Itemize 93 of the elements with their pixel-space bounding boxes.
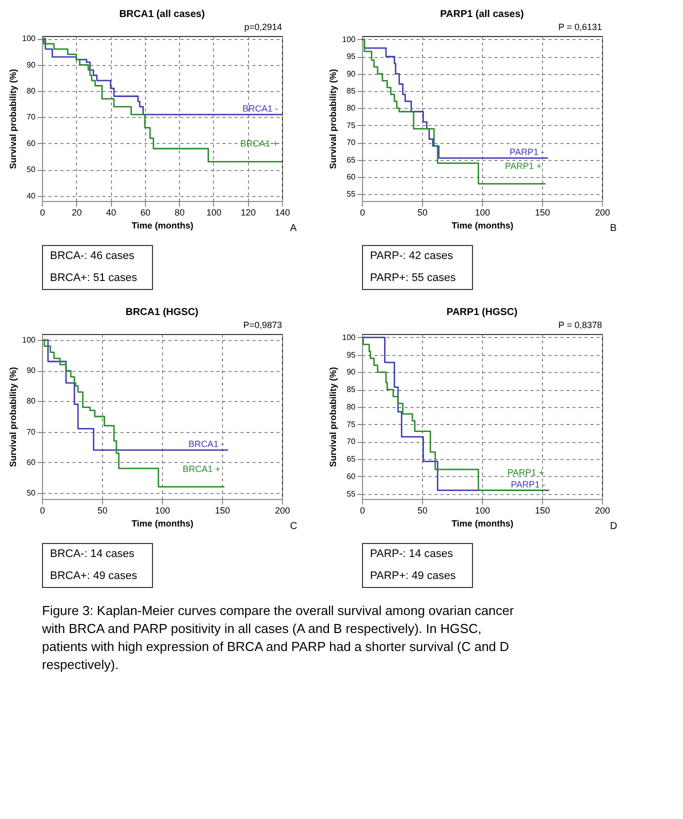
y-tick-label: 90 [26,60,36,70]
x-tick-label: 120 [240,208,256,218]
chart-title: BRCA1 (all cases) [119,9,205,20]
series-label: PARP1 + [507,467,544,478]
series-label: BRCA1 + [240,138,278,149]
y-tick-label: 100 [342,332,356,342]
x-tick-label: 50 [417,208,428,218]
y-tick-label: 90 [346,69,356,78]
x-axis-title: Time (months) [452,518,514,528]
y-tick-label: 95 [346,52,356,62]
text: BRCA-: 14 cases [50,548,135,560]
y-tick-label: 95 [346,350,356,360]
x-tick-label: 0 [360,208,366,218]
y-tick-label: 55 [346,190,356,199]
y-tick-label: 75 [346,420,356,429]
text: PARP+: 49 cases [370,570,456,582]
y-axis-title: Survival probability (%) [328,68,338,170]
x-tick-label: 100 [474,208,490,218]
y-tick-label: 80 [26,86,36,96]
y-tick-label: 70 [26,112,36,122]
text: P = 0,8378 [558,320,602,330]
y-tick-label: 50 [26,488,36,498]
text: p=0,2914 [244,22,282,32]
text: D [610,521,618,532]
x-tick-label: 200 [274,506,290,516]
x-tick-label: 0 [360,506,366,516]
x-tick-label: 150 [534,208,550,218]
text: BRCA+: 51 cases [50,272,138,284]
y-tick-label: 100 [22,34,36,44]
series-label: PARP1 + [504,160,542,171]
y-tick-label: 70 [346,138,356,148]
text: A [290,223,297,234]
y-tick-label: 60 [346,172,356,182]
chart-title: PARP1 (HGSC) [446,307,518,318]
x-tick-label: 140 [274,208,290,218]
x-tick-label: 200 [594,208,610,218]
series-label: PARP1 - [510,479,546,490]
y-tick-label: 60 [26,138,36,148]
y-tick-label: 90 [346,368,356,377]
y-tick-label: 100 [22,336,36,345]
y-tick-label: 70 [26,427,36,436]
series-label: BRCA1 - [242,104,278,114]
y-tick-label: 65 [346,454,356,464]
x-tick-label: 150 [534,506,550,516]
y-tick-label: 60 [346,472,356,481]
text: PARP-: 14 cases [370,548,454,560]
caption: Figure 3: Kaplan-Meier curves compare the overall survival among ovarian cancer with BRCA and PARP positivity in all cases (A and B respectively). In HGSC, patients with high expression of BRCA and PARP had a shorter survival (C and D respectively). [41,603,514,672]
y-tick-label: 80 [346,104,356,113]
chart-title: PARP1 (all cases) [440,9,524,20]
y-tick-label: 55 [346,489,356,498]
text: B [610,223,617,234]
y-tick-label: 70 [346,437,356,446]
x-tick-label: 80 [174,208,185,218]
x-axis-title: Time (months) [132,220,194,230]
x-tick-label: 60 [140,208,150,218]
text: BRCA+: 49 cases [50,570,138,582]
series-label: BRCA1 + [182,464,220,474]
x-tick-label: 20 [72,208,82,218]
chart-title: BRCA1 (HGSC) [126,307,198,318]
text: PARP-: 42 cases [370,250,454,262]
y-axis-title: Survival probability (%) [328,366,338,468]
x-tick-label: 50 [97,506,108,516]
x-tick-label: 0 [40,208,46,218]
x-tick-label: 100 [206,208,222,218]
x-tick-label: 100 [474,506,490,516]
text: PARP+: 55 cases [370,272,456,284]
y-tick-label: 40 [26,191,36,200]
y-tick-label: 85 [346,86,356,96]
x-tick-label: 0 [40,506,46,516]
text: BRCA-: 46 cases [50,250,135,262]
y-tick-label: 85 [346,385,356,394]
y-tick-label: 65 [346,155,356,164]
x-axis-title: Time (months) [132,518,194,528]
y-tick-label: 75 [346,120,356,130]
series-label: BRCA1 - [188,439,224,450]
x-tick-label: 100 [154,506,170,516]
text: C [290,521,298,532]
series-label: PARP1 - [510,147,544,158]
y-tick-label: 80 [26,396,36,406]
x-tick-label: 40 [106,208,116,218]
x-tick-label: 50 [417,506,428,516]
x-axis-title: Time (months) [452,220,514,230]
y-tick-label: 90 [26,366,36,376]
y-axis-title: Survival probability (%) [8,366,18,468]
y-tick-label: 100 [342,34,356,44]
y-tick-label: 50 [26,165,36,174]
x-tick-label: 200 [594,506,610,516]
text: P = 0,6131 [558,22,602,32]
y-tick-label: 60 [26,458,36,467]
y-axis-title: Survival probability (%) [8,68,18,170]
y-tick-label: 80 [346,402,356,412]
x-tick-label: 150 [214,506,230,516]
text: P=0,9873 [243,320,282,330]
